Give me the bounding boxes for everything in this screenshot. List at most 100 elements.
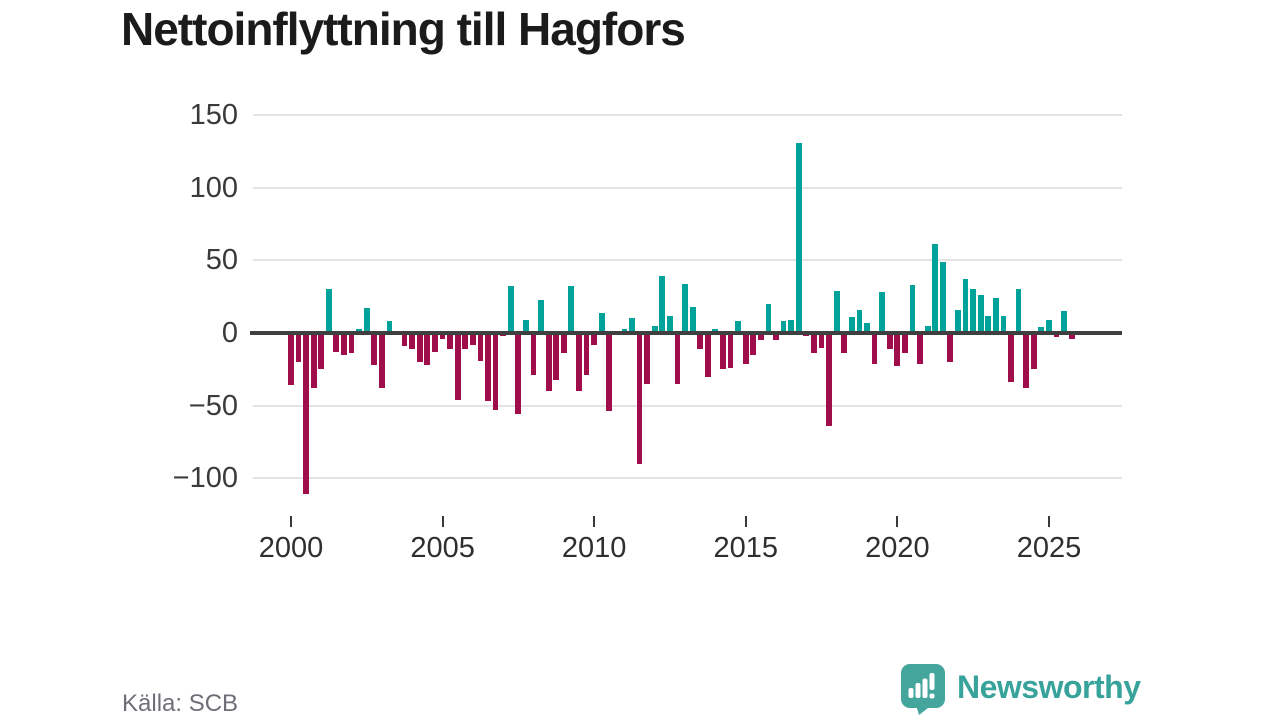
bar-2017-Q4 [826, 333, 832, 426]
x-tick [441, 516, 444, 527]
bar-2003-Q4 [401, 333, 408, 347]
bar-2002-Q1 [348, 333, 355, 354]
bar-2014-Q3 [727, 333, 734, 368]
zero-baseline [250, 331, 1122, 335]
bar-2017-Q3 [818, 333, 825, 348]
bar-2014-Q2 [720, 333, 726, 370]
bar-2008-Q2 [538, 299, 544, 333]
bar-2024-Q3 [1030, 333, 1037, 370]
x-tick [896, 516, 899, 527]
bar-2005-Q3 [454, 333, 461, 400]
bar-2006-Q2 [477, 333, 484, 361]
bar-2023-Q3 [1000, 315, 1007, 333]
bar-2012-Q1 [651, 325, 658, 333]
bar-2009-Q4 [583, 333, 590, 376]
bar-2023-Q2 [992, 298, 999, 333]
bar-2019-Q2 [871, 333, 878, 364]
bar-2008-Q1 [530, 333, 537, 376]
bar-2004-Q4 [432, 333, 438, 352]
bar-2021-Q2 [932, 244, 939, 333]
y-tick-label: 100 [189, 171, 238, 204]
bar-2009-Q1 [560, 333, 567, 354]
bar-2024-Q1 [1015, 289, 1022, 333]
bar-2015-Q1 [742, 333, 749, 364]
bar-2018-Q4 [856, 309, 863, 333]
bar-2021-Q4 [947, 333, 954, 363]
chart-title: Nettoinflyttning till Hagfors [121, 3, 686, 55]
bar-2000-Q3 [303, 333, 309, 495]
y-tick-label: 0 [221, 317, 238, 349]
bar-2009-Q3 [576, 333, 582, 392]
bar-2012-Q3 [667, 315, 673, 333]
bar-2020-Q1 [894, 333, 901, 367]
bar-2016-Q2 [780, 321, 787, 333]
bar-2019-Q3 [879, 292, 886, 333]
bar-2002-Q4 [371, 333, 378, 365]
bar-2018-Q3 [848, 317, 855, 333]
bar-2016-Q4 [795, 142, 802, 333]
bar-2004-Q3 [424, 333, 431, 365]
bar-2000-Q1 [288, 333, 294, 386]
bar-2004-Q1 [409, 333, 416, 349]
gridline [253, 186, 1122, 189]
plot-area [250, 100, 1122, 512]
bar-2005-Q1 [439, 333, 446, 339]
bar-2022-Q3 [970, 289, 976, 333]
bar-2018-Q2 [841, 333, 848, 354]
newsworthy-wordmark: Newsworthy [957, 668, 1141, 705]
bar-2006-Q4 [492, 333, 499, 411]
bar-2021-Q1 [924, 325, 931, 333]
bar-2015-Q3 [757, 333, 764, 341]
x-tick [1048, 516, 1050, 527]
x-axis: 2000 2005 2010 2015 2020 2025 [0, 514, 1280, 574]
bar-2008-Q4 [553, 333, 560, 380]
bar-2001-Q4 [341, 333, 347, 355]
bar-2004-Q2 [416, 333, 423, 363]
gridline [253, 259, 1122, 262]
bar-2013-Q3 [697, 333, 704, 349]
bar-2019-Q4 [886, 333, 893, 349]
x-tick-label: 2010 [561, 532, 627, 564]
bar-2025-Q1 [1046, 319, 1052, 333]
bar-2022-Q2 [962, 279, 969, 333]
bar-2005-Q2 [447, 333, 453, 349]
x-tick-label: 2020 [865, 532, 930, 564]
gridline [253, 114, 1122, 116]
bar-2025-Q4 [1068, 333, 1075, 339]
x-tick-label: 2015 [713, 532, 779, 564]
x-tick [290, 516, 292, 527]
bar-2020-Q2 [901, 333, 908, 354]
bar-2005-Q4 [462, 333, 469, 349]
bar-2012-Q4 [674, 333, 681, 384]
bar-2010-Q3 [606, 333, 613, 412]
bar-2023-Q4 [1008, 333, 1014, 383]
bar-2006-Q3 [485, 333, 491, 402]
bar-2011-Q3 [636, 333, 643, 464]
bar-2011-Q4 [644, 333, 651, 384]
bar-2001-Q1 [318, 333, 325, 370]
bar-2016-Q3 [788, 319, 795, 333]
bar-2007-Q4 [522, 319, 529, 333]
x-tick-label: 2025 [1016, 532, 1082, 564]
bar-2008-Q3 [545, 333, 552, 392]
bar-2001-Q2 [325, 289, 332, 333]
bar-2019-Q1 [864, 322, 870, 333]
bar-2015-Q2 [750, 333, 757, 355]
x-tick [593, 516, 596, 527]
y-tick-label: −100 [172, 462, 238, 495]
source-label: Källa: SCB [122, 690, 239, 717]
bar-2014-Q4 [735, 321, 742, 333]
bar-2024-Q4 [1038, 327, 1045, 333]
bar-2023-Q1 [985, 315, 992, 333]
bar-2013-Q1 [682, 283, 688, 333]
gridline [253, 404, 1122, 407]
gridline [253, 477, 1122, 480]
y-tick-label: 50 [205, 244, 238, 277]
y-tick-label: −50 [188, 389, 238, 422]
bar-2012-Q2 [659, 276, 666, 333]
y-tick-label: 150 [189, 99, 238, 131]
bar-2003-Q2 [386, 321, 393, 333]
bar-2010-Q1 [591, 333, 597, 345]
bar-2025-Q2 [1053, 333, 1060, 338]
